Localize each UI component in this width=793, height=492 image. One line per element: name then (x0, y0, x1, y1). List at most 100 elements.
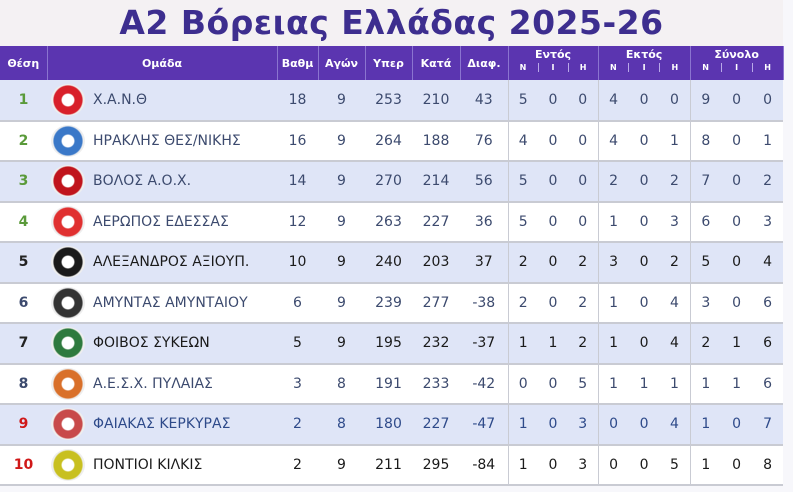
cell-hh: 0 (568, 201, 599, 243)
table-row: 3 ΒΟΛΟΣ Α.Ο.Χ. 14 9 270 214 56 5 0 0 2 0 2 7 0 2 (0, 161, 784, 203)
cell-pa: 188 (412, 120, 460, 162)
table-row: 10 ΠΟΝΤΙΟΙ ΚΙΛΚΙΣ 2 9 211 295 -84 1 0 3 0 0 5 1 0 8 (0, 444, 784, 486)
cell-hi: 0 (538, 161, 568, 203)
header-away-label: Εκτός (625, 48, 663, 61)
cell-hi: 1 (538, 323, 568, 365)
team-cell[interactable]: ΑΕΡΩΠΟΣ ΕΔΕΣΣΑΣ (47, 201, 277, 243)
cell-pts: 3 (277, 363, 318, 405)
cell-ai: 1 (628, 363, 660, 405)
team-cell[interactable]: ΑΜΥΝΤΑΣ ΑΜΥΝΤΑΙΟΥ (47, 282, 277, 324)
header-away: Εκτός Ν Ι Η (598, 46, 691, 80)
cell-pts: 2 (277, 444, 318, 486)
cell-tn: 3 (689, 282, 722, 324)
cell-hn: 1 (507, 444, 538, 486)
team-name: Α.Ε.Σ.Χ. ΠΥΛΑΙΑΣ (93, 375, 213, 392)
team-cell[interactable]: ΒΟΛΟΣ Α.Ο.Χ. (47, 161, 277, 203)
cell-an: 4 (597, 120, 629, 162)
header-wins: Ν (599, 63, 630, 72)
cell-ti: 0 (721, 201, 753, 243)
cell-hh: 0 (568, 80, 599, 122)
cell-hi: 0 (538, 80, 568, 122)
cell-pf: 211 (365, 444, 412, 486)
cell-ah: 1 (659, 120, 691, 162)
table-row: 8 Α.Ε.Σ.Χ. ΠΥΛΑΙΑΣ 3 8 191 233 -42 0 0 5 1 1 1 1 1 6 (0, 363, 784, 405)
header-position: Θέση (0, 46, 48, 80)
cell-hn: 5 (507, 80, 538, 122)
cell-th: 6 (752, 282, 784, 324)
cell-an: 1 (597, 323, 629, 365)
cell-pf: 240 (365, 242, 412, 284)
header-losses: Η (764, 63, 771, 72)
cell-hh: 3 (568, 404, 599, 446)
position: 7 (0, 323, 47, 365)
cell-pa: 233 (412, 363, 460, 405)
header-total: Σύνολο Ν Ι Η (690, 46, 784, 80)
cell-th: 1 (752, 120, 784, 162)
amyntas-logo (51, 286, 85, 319)
position: 9 (0, 404, 47, 446)
cell-tn: 7 (689, 161, 722, 203)
iraklis-logo (51, 124, 85, 157)
position: 4 (0, 201, 47, 243)
cell-th: 6 (752, 363, 784, 405)
cell-hn: 4 (507, 120, 538, 162)
cell-gp: 9 (318, 323, 365, 365)
team-cell[interactable]: ΦΟΙΒΟΣ ΣΥΚΕΩΝ (47, 323, 277, 365)
header-losses: Η (671, 63, 679, 72)
team-cell[interactable]: ΑΛΕΞΑΝΔΡΟΣ ΑΞΙΟΥΠ. (47, 242, 277, 284)
cell-diff: 36 (460, 201, 508, 243)
cell-ai: 0 (628, 201, 660, 243)
cell-hn: 1 (507, 323, 538, 365)
cell-pa: 203 (412, 242, 460, 284)
cell-ti: 0 (721, 242, 753, 284)
cell-th: 8 (752, 444, 784, 486)
team-name: ΦΑΙΑΚΑΣ ΚΕΡΚΥΡΑΣ (93, 416, 231, 433)
header-wins: Ν (691, 63, 722, 72)
position: 3 (0, 161, 47, 203)
team-cell[interactable]: ΦΑΙΑΚΑΣ ΚΕΡΚΥΡΑΣ (47, 404, 277, 446)
cell-ai: 0 (628, 120, 660, 162)
team-name: ΑΛΕΞΑΝΔΡΟΣ ΑΞΙΟΥΠ. (93, 254, 250, 271)
xanth-logo (51, 83, 85, 116)
team-cell[interactable]: ΗΡΑΚΛΗΣ ΘΕΣ/ΝΙΚΗΣ (47, 120, 277, 162)
cell-an: 3 (597, 242, 629, 284)
position: 10 (0, 444, 47, 486)
foivos-logo (51, 327, 85, 360)
cell-th: 0 (752, 80, 784, 122)
cell-pts: 10 (277, 242, 318, 284)
cell-hn: 1 (507, 404, 538, 446)
cell-diff: -84 (460, 444, 508, 486)
cell-diff: -38 (460, 282, 508, 324)
header-total-label: Σύνολο (714, 48, 759, 61)
cell-an: 1 (597, 201, 629, 243)
header-team: Ομάδα (47, 46, 278, 80)
cell-pts: 14 (277, 161, 318, 203)
cell-pf: 191 (365, 363, 412, 405)
cell-hh: 5 (568, 363, 599, 405)
team-cell[interactable]: Α.Ε.Σ.Χ. ΠΥΛΑΙΑΣ (47, 363, 277, 405)
standings-table: Θέση Ομάδα Βαθμ Αγών Υπερ Κατά Διαφ. Εντός Ν Ι Η Εκ… (0, 46, 784, 486)
cell-ah: 4 (659, 404, 691, 446)
cell-gp: 9 (318, 444, 365, 486)
cell-tn: 1 (689, 404, 722, 446)
cell-tn: 9 (689, 80, 722, 122)
cell-gp: 9 (318, 282, 365, 324)
cell-diff: 37 (460, 242, 508, 284)
cell-tn: 8 (689, 120, 722, 162)
cell-pts: 6 (277, 282, 318, 324)
pontioi-logo (51, 448, 85, 481)
cell-pa: 214 (412, 161, 460, 203)
alexandros-logo (51, 246, 85, 279)
cell-pa: 227 (412, 404, 460, 446)
cell-gp: 9 (318, 161, 365, 203)
cell-ai: 0 (628, 444, 660, 486)
cell-ai: 0 (628, 161, 660, 203)
position: 5 (0, 242, 47, 284)
cell-gp: 9 (318, 80, 365, 122)
team-cell[interactable]: Χ.Α.Ν.Θ (47, 80, 277, 122)
team-cell[interactable]: ΠΟΝΤΙΟΙ ΚΙΛΚΙΣ (47, 444, 277, 486)
cell-hh: 2 (568, 323, 599, 365)
page-title: A2 Βόρειας Ελλάδας 2025-26 (0, 0, 783, 46)
cell-diff: 56 (460, 161, 508, 203)
cell-pts: 5 (277, 323, 318, 365)
